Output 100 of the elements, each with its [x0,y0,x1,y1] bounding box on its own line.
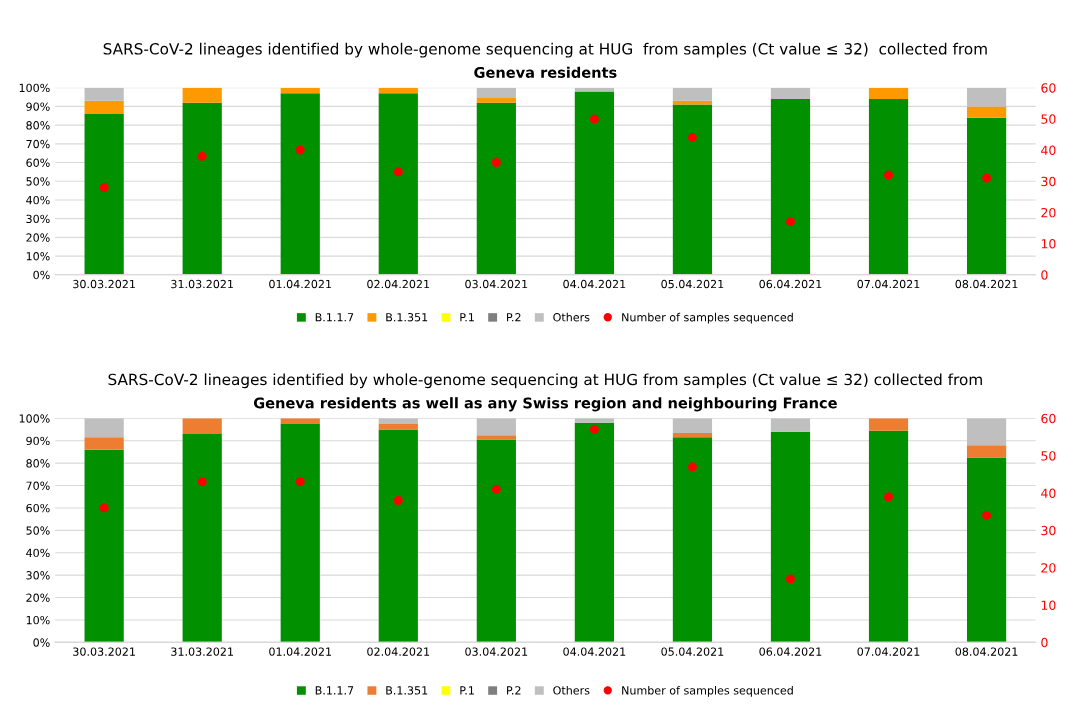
point [295,477,305,487]
y-tick-label: 10% [26,252,50,261]
bar [966,445,1007,458]
bar [280,423,320,643]
point [884,170,894,180]
y-tick-label: 90% [26,436,50,446]
bar [476,102,516,275]
y-tick-label: 80% [26,121,50,130]
y-tick-label: 60% [26,503,50,513]
y-tick-label: 100% [19,414,50,423]
bar [84,449,124,643]
x-tick-label: 30.03.2021 [73,279,135,289]
y-tick-label: 0% [33,638,50,647]
bar [672,100,713,105]
point [491,158,501,168]
legend-label: B.1.351 [386,313,428,322]
x-tick-label: 03.04.2021 [465,647,528,656]
legend-label: B.1.1.7 [315,313,354,322]
bar [672,87,713,101]
legend-label: P.2 [507,686,521,695]
bar [84,87,124,101]
bar [182,418,222,435]
bar [84,100,124,114]
point [589,114,599,124]
bar [182,87,222,103]
point [393,167,403,177]
legend-label: B.1.351 [386,686,428,695]
bar [84,437,124,450]
bar [966,106,1007,118]
bar [672,104,713,275]
legend-label: B.1.1.7 [315,686,354,695]
bar [770,418,811,432]
bar [476,418,516,436]
y2-tick-label: 30 [1041,176,1056,187]
bar [182,102,222,275]
y-tick-label: 20% [26,593,50,602]
y2-tick-label: 10 [1041,239,1056,249]
y2-tick-label: 20 [1041,207,1056,218]
bar [672,418,713,433]
bar [574,422,614,643]
bar [84,113,124,275]
y2-tick-label: 0 [1041,637,1048,648]
chart-title: SARS-CoV-2 lineages identified by whole-genome sequencing at HUG from samples (Ct value ≤ 32) collected from [103,42,987,58]
legend-label: Others [553,312,590,322]
y2-tick-label: 50 [1041,114,1056,124]
x-tick-label: 05.04.2021 [661,647,724,656]
y-tick-label: 40% [26,195,50,205]
bar [770,87,811,99]
bar [182,434,222,643]
y2-tick-label: 40 [1041,488,1056,498]
legend-label: P.1 [460,313,474,322]
x-tick-label: 06.04.2021 [759,279,822,289]
x-tick-label: 07.04.2021 [857,647,920,656]
x-tick-label: 03.04.2021 [465,279,528,289]
y-tick-label: 0% [33,270,50,280]
bar [574,91,614,275]
point [197,477,207,487]
bar [868,87,909,99]
bar [476,87,516,99]
legend-label: Number of samples sequenced [622,312,793,324]
y-tick-label: 20% [26,233,50,242]
legend-label: Others [553,685,590,695]
x-tick-label: 01.04.2021 [269,279,332,289]
x-tick-label: 31.03.2021 [171,647,233,656]
y2-tick-label: 40 [1041,145,1056,155]
y-tick-label: 10% [26,615,50,625]
bar [770,98,811,275]
x-tick-label: 02.04.2021 [367,647,430,656]
y-tick-label: 70% [26,139,50,149]
point [197,151,207,161]
y-tick-label: 80% [26,459,50,468]
point [295,145,305,155]
x-tick-label: 05.04.2021 [661,279,724,289]
point [687,462,697,472]
x-tick-label: 30.03.2021 [73,647,135,656]
legend-label: P.1 [460,686,474,695]
bar [966,117,1007,275]
bar [868,430,909,643]
x-tick-label: 08.04.2021 [955,647,1018,656]
legend-label: Number of samples sequenced [622,685,793,697]
point [982,510,992,520]
bar [476,435,516,440]
bar [672,437,713,643]
bar [476,439,516,643]
y-tick-label: 70% [26,481,50,490]
y2-tick-label: 20 [1041,563,1056,573]
y-tick-label: 50% [26,526,50,535]
y2-tick-label: 50 [1041,451,1056,461]
y-tick-label: 90% [26,102,50,111]
bar [966,87,1007,107]
y-tick-label: 40% [26,548,50,558]
y-tick-label: 30% [26,214,50,224]
bar [476,98,516,103]
x-tick-label: 02.04.2021 [367,279,430,289]
x-tick-label: 07.04.2021 [857,279,920,289]
chart-title: SARS-CoV-2 lineages identified by whole-genome sequencing at HUG from samples (Ct value ≤ 32) collected from [108,373,982,389]
y2-tick-label: 0 [1041,270,1048,280]
point [884,492,894,502]
y2-tick-label: 10 [1041,600,1056,610]
bar [770,431,811,643]
